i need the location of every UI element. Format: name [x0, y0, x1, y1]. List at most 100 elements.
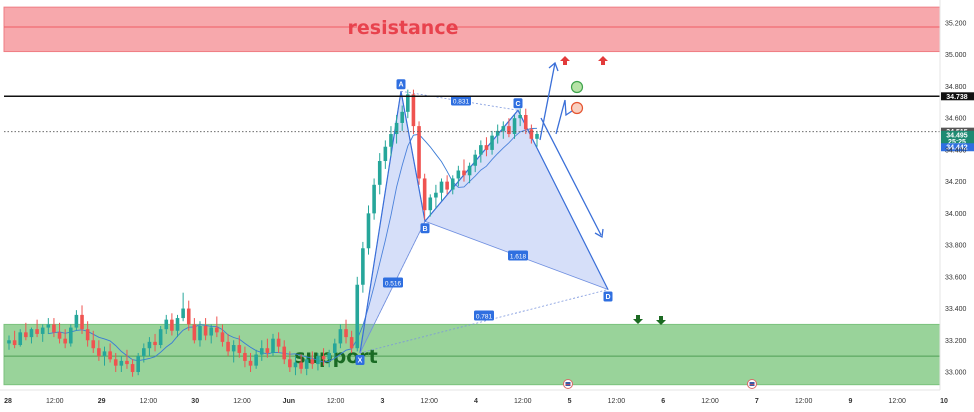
- candle: [125, 349, 129, 369]
- candle-body: [406, 94, 410, 112]
- candle-body: [523, 115, 528, 130]
- candle: [130, 359, 135, 377]
- candle: [400, 105, 404, 131]
- candle: [237, 335, 242, 358]
- candle-body: [434, 192, 438, 198]
- candle: [68, 324, 73, 347]
- candle: [248, 352, 253, 372]
- candle-body: [142, 348, 146, 357]
- candle-body: [35, 329, 39, 334]
- candle-body: [282, 346, 287, 360]
- up-arrow-icon: [560, 56, 570, 65]
- candle: [523, 108, 528, 135]
- candle: [406, 89, 410, 119]
- candle-body: [220, 332, 225, 342]
- candle-body: [361, 248, 365, 285]
- price-tag-ma-bg: [941, 143, 974, 152]
- candle: [147, 337, 152, 357]
- y-tick-label: 33.000: [945, 370, 967, 377]
- candle: [7, 335, 11, 350]
- price-tag-current-bg: [941, 130, 974, 145]
- candle: [349, 330, 354, 353]
- candle-body: [338, 329, 343, 344]
- candle: [529, 124, 534, 144]
- pattern-point-c: C: [513, 98, 523, 109]
- candle: [512, 115, 517, 139]
- candle: [136, 352, 140, 376]
- candle: [18, 329, 23, 347]
- candle: [288, 351, 292, 372]
- candle: [271, 333, 275, 357]
- candle-body: [29, 329, 34, 338]
- candle: [85, 321, 90, 347]
- candle: [231, 340, 236, 363]
- economic-event-flag-icon[interactable]: [563, 379, 573, 389]
- y-tick-label: 34.600: [945, 116, 967, 123]
- pattern-point-label: B: [422, 226, 427, 233]
- ratio-label-text: 1.618: [510, 253, 527, 260]
- candle: [63, 329, 67, 349]
- pattern-point-label: C: [515, 101, 520, 108]
- arrow-down-head: [594, 228, 604, 239]
- y-tick-label: 35.200: [945, 21, 967, 28]
- candle-body: [175, 318, 180, 331]
- candle: [422, 173, 427, 220]
- candle: [153, 333, 157, 352]
- candle-body: [102, 351, 107, 357]
- candle-body: [462, 170, 466, 176]
- target-marker-green: [570, 80, 584, 94]
- candle-body: [304, 359, 309, 369]
- candle-body: [80, 314, 84, 330]
- candle: [434, 184, 438, 209]
- candle-body: [97, 348, 101, 357]
- x-tick-label: 12:00: [233, 398, 251, 405]
- up-arrow-icon: [598, 56, 608, 65]
- pattern-point-d: D: [603, 291, 613, 302]
- ratio-label: 1.618: [508, 250, 528, 261]
- x-tick-label: 12:00: [140, 398, 158, 405]
- candle: [226, 333, 230, 357]
- pattern-point-bg: [420, 223, 430, 234]
- candle-body: [535, 134, 539, 139]
- x-tick-label: 4: [474, 398, 478, 405]
- x-tick-label: 12:00: [420, 398, 438, 405]
- candle-body: [495, 130, 500, 136]
- candle-body: [198, 325, 202, 341]
- x-tick-label: 29: [98, 398, 106, 405]
- candle-body: [85, 329, 90, 341]
- candle: [74, 310, 79, 331]
- pattern-point-label: D: [605, 294, 610, 301]
- candle-body: [57, 332, 62, 339]
- ratio-label-bg: [474, 310, 494, 321]
- candle: [484, 137, 489, 157]
- candle: [52, 318, 56, 338]
- candle: [462, 159, 466, 182]
- economic-event-flag-icon[interactable]: [747, 379, 757, 389]
- harmonic-zigzag: [359, 91, 609, 354]
- resistance-zone: [3, 6, 941, 53]
- y-tick-label: 35.000: [945, 52, 967, 59]
- ratio-label: 0.831: [451, 95, 471, 106]
- price-tag-black: 34.738: [941, 92, 974, 101]
- candle: [276, 332, 281, 353]
- candle: [479, 140, 483, 163]
- candle-body: [153, 341, 157, 346]
- candle-body: [259, 348, 264, 355]
- candle: [338, 324, 343, 349]
- candle: [192, 318, 197, 344]
- ratio-label-text: 0.781: [476, 313, 493, 320]
- ratio-label: 0.516: [383, 277, 403, 288]
- y-tick-label: 33.200: [945, 338, 967, 345]
- candle: [24, 322, 28, 341]
- ratio-label-bg: [383, 277, 403, 288]
- candle: [366, 205, 371, 255]
- x-tick-label: 12:00: [888, 398, 906, 405]
- candle-body: [248, 360, 253, 366]
- candle: [344, 319, 348, 344]
- down-arrow-icon: [656, 316, 666, 325]
- candle: [361, 241, 365, 293]
- x-tick-label: 12:00: [46, 398, 64, 405]
- pattern-point-a: A: [396, 79, 406, 90]
